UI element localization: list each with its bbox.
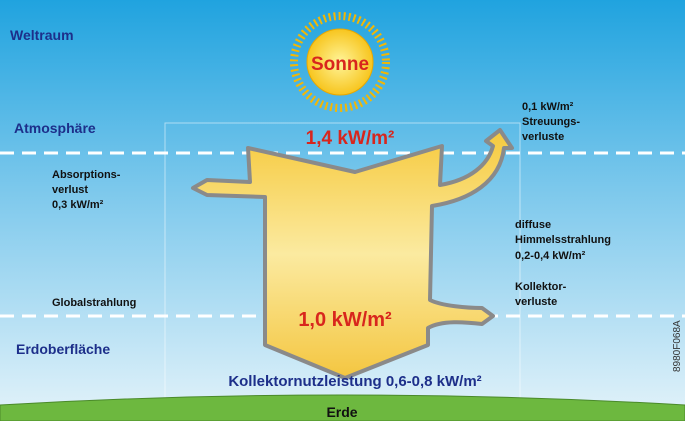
- region-label: Weltraum: [10, 27, 74, 43]
- label: 0,1 kW/m²: [522, 101, 574, 113]
- label: 0,2-0,4 kW/m²: [515, 250, 586, 262]
- label: Absorptions-: [52, 169, 121, 181]
- label: Streuungs-: [522, 116, 580, 128]
- diagram: Weltraum Atmosphäre Erdoberfläche Erde S…: [0, 0, 685, 421]
- region-label: Atmosphäre: [14, 120, 96, 136]
- sun-label: Sonne: [311, 54, 369, 75]
- useful-output: Kollektornutzleistung 0,6-0,8 kW/m²: [228, 373, 481, 390]
- label: diffuse: [515, 219, 551, 231]
- earth-label: Erde: [326, 404, 357, 420]
- code: 8980F068A: [672, 320, 683, 372]
- label: 0,3 kW/m²: [52, 199, 104, 211]
- flow-value: 1,0 kW/m²: [298, 309, 392, 331]
- region-label: Erdoberfläche: [16, 341, 110, 357]
- flow-value: 1,4 kW/m²: [306, 128, 395, 149]
- label: Globalstrahlung: [52, 297, 136, 309]
- label: Himmelsstrahlung: [515, 234, 611, 246]
- label: verluste: [515, 296, 557, 308]
- label: verluste: [522, 131, 564, 143]
- label: verlust: [52, 184, 88, 196]
- label: Kollektor-: [515, 281, 567, 293]
